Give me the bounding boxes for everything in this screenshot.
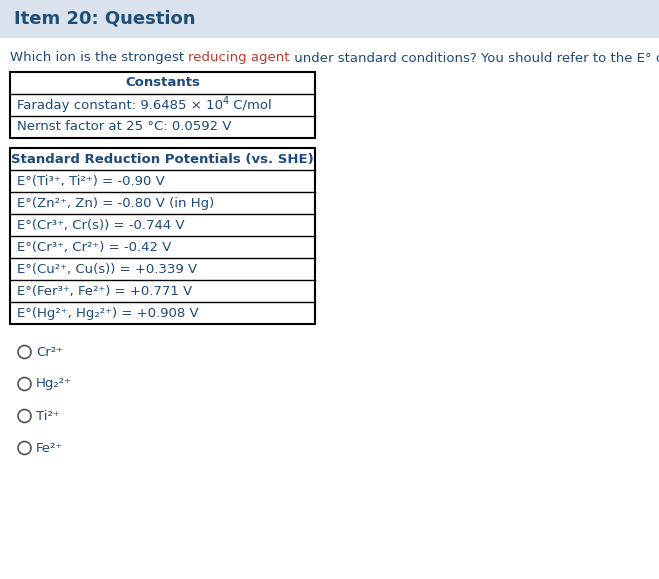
Text: E°(Ti³⁺, Ti²⁺) = -0.90 V: E°(Ti³⁺, Ti²⁺) = -0.90 V — [17, 174, 165, 188]
Text: Hg₂²⁺: Hg₂²⁺ — [36, 378, 72, 390]
Bar — [10, 72, 315, 138]
Text: Nernst factor at 25 °C: 0.0592 V: Nernst factor at 25 °C: 0.0592 V — [17, 120, 231, 134]
Text: reducing agent: reducing agent — [188, 52, 290, 64]
Text: Constants: Constants — [125, 76, 200, 90]
Text: Faraday constant: 9.6485 × 10: Faraday constant: 9.6485 × 10 — [17, 98, 223, 112]
Text: Ti²⁺: Ti²⁺ — [36, 409, 60, 423]
Text: E°(Hg²⁺, Hg₂²⁺) = +0.908 V: E°(Hg²⁺, Hg₂²⁺) = +0.908 V — [17, 306, 198, 320]
Text: under standard conditions? You should refer to the E° data table.: under standard conditions? You should re… — [290, 52, 659, 64]
Text: Fe²⁺: Fe²⁺ — [36, 442, 63, 455]
Text: E°(Fer³⁺, Fe²⁺) = +0.771 V: E°(Fer³⁺, Fe²⁺) = +0.771 V — [17, 284, 192, 298]
Text: C/mol: C/mol — [229, 98, 272, 112]
Text: Item 20: Question: Item 20: Question — [14, 10, 196, 28]
Text: Cr²⁺: Cr²⁺ — [36, 346, 63, 358]
Text: Which ion is the strongest: Which ion is the strongest — [10, 52, 188, 64]
Text: E°(Cr³⁺, Cr²⁺) = -0.42 V: E°(Cr³⁺, Cr²⁺) = -0.42 V — [17, 240, 171, 254]
Text: Standard Reduction Potentials (vs. SHE): Standard Reduction Potentials (vs. SHE) — [11, 152, 314, 166]
Bar — [10, 148, 315, 324]
Text: 4: 4 — [223, 96, 229, 106]
Bar — [0, 0, 659, 38]
Text: E°(Cu²⁺, Cu(s)) = +0.339 V: E°(Cu²⁺, Cu(s)) = +0.339 V — [17, 262, 197, 276]
Text: E°(Cr³⁺, Cr(s)) = -0.744 V: E°(Cr³⁺, Cr(s)) = -0.744 V — [17, 218, 185, 232]
Text: E°(Zn²⁺, Zn) = -0.80 V (in Hg): E°(Zn²⁺, Zn) = -0.80 V (in Hg) — [17, 196, 214, 210]
